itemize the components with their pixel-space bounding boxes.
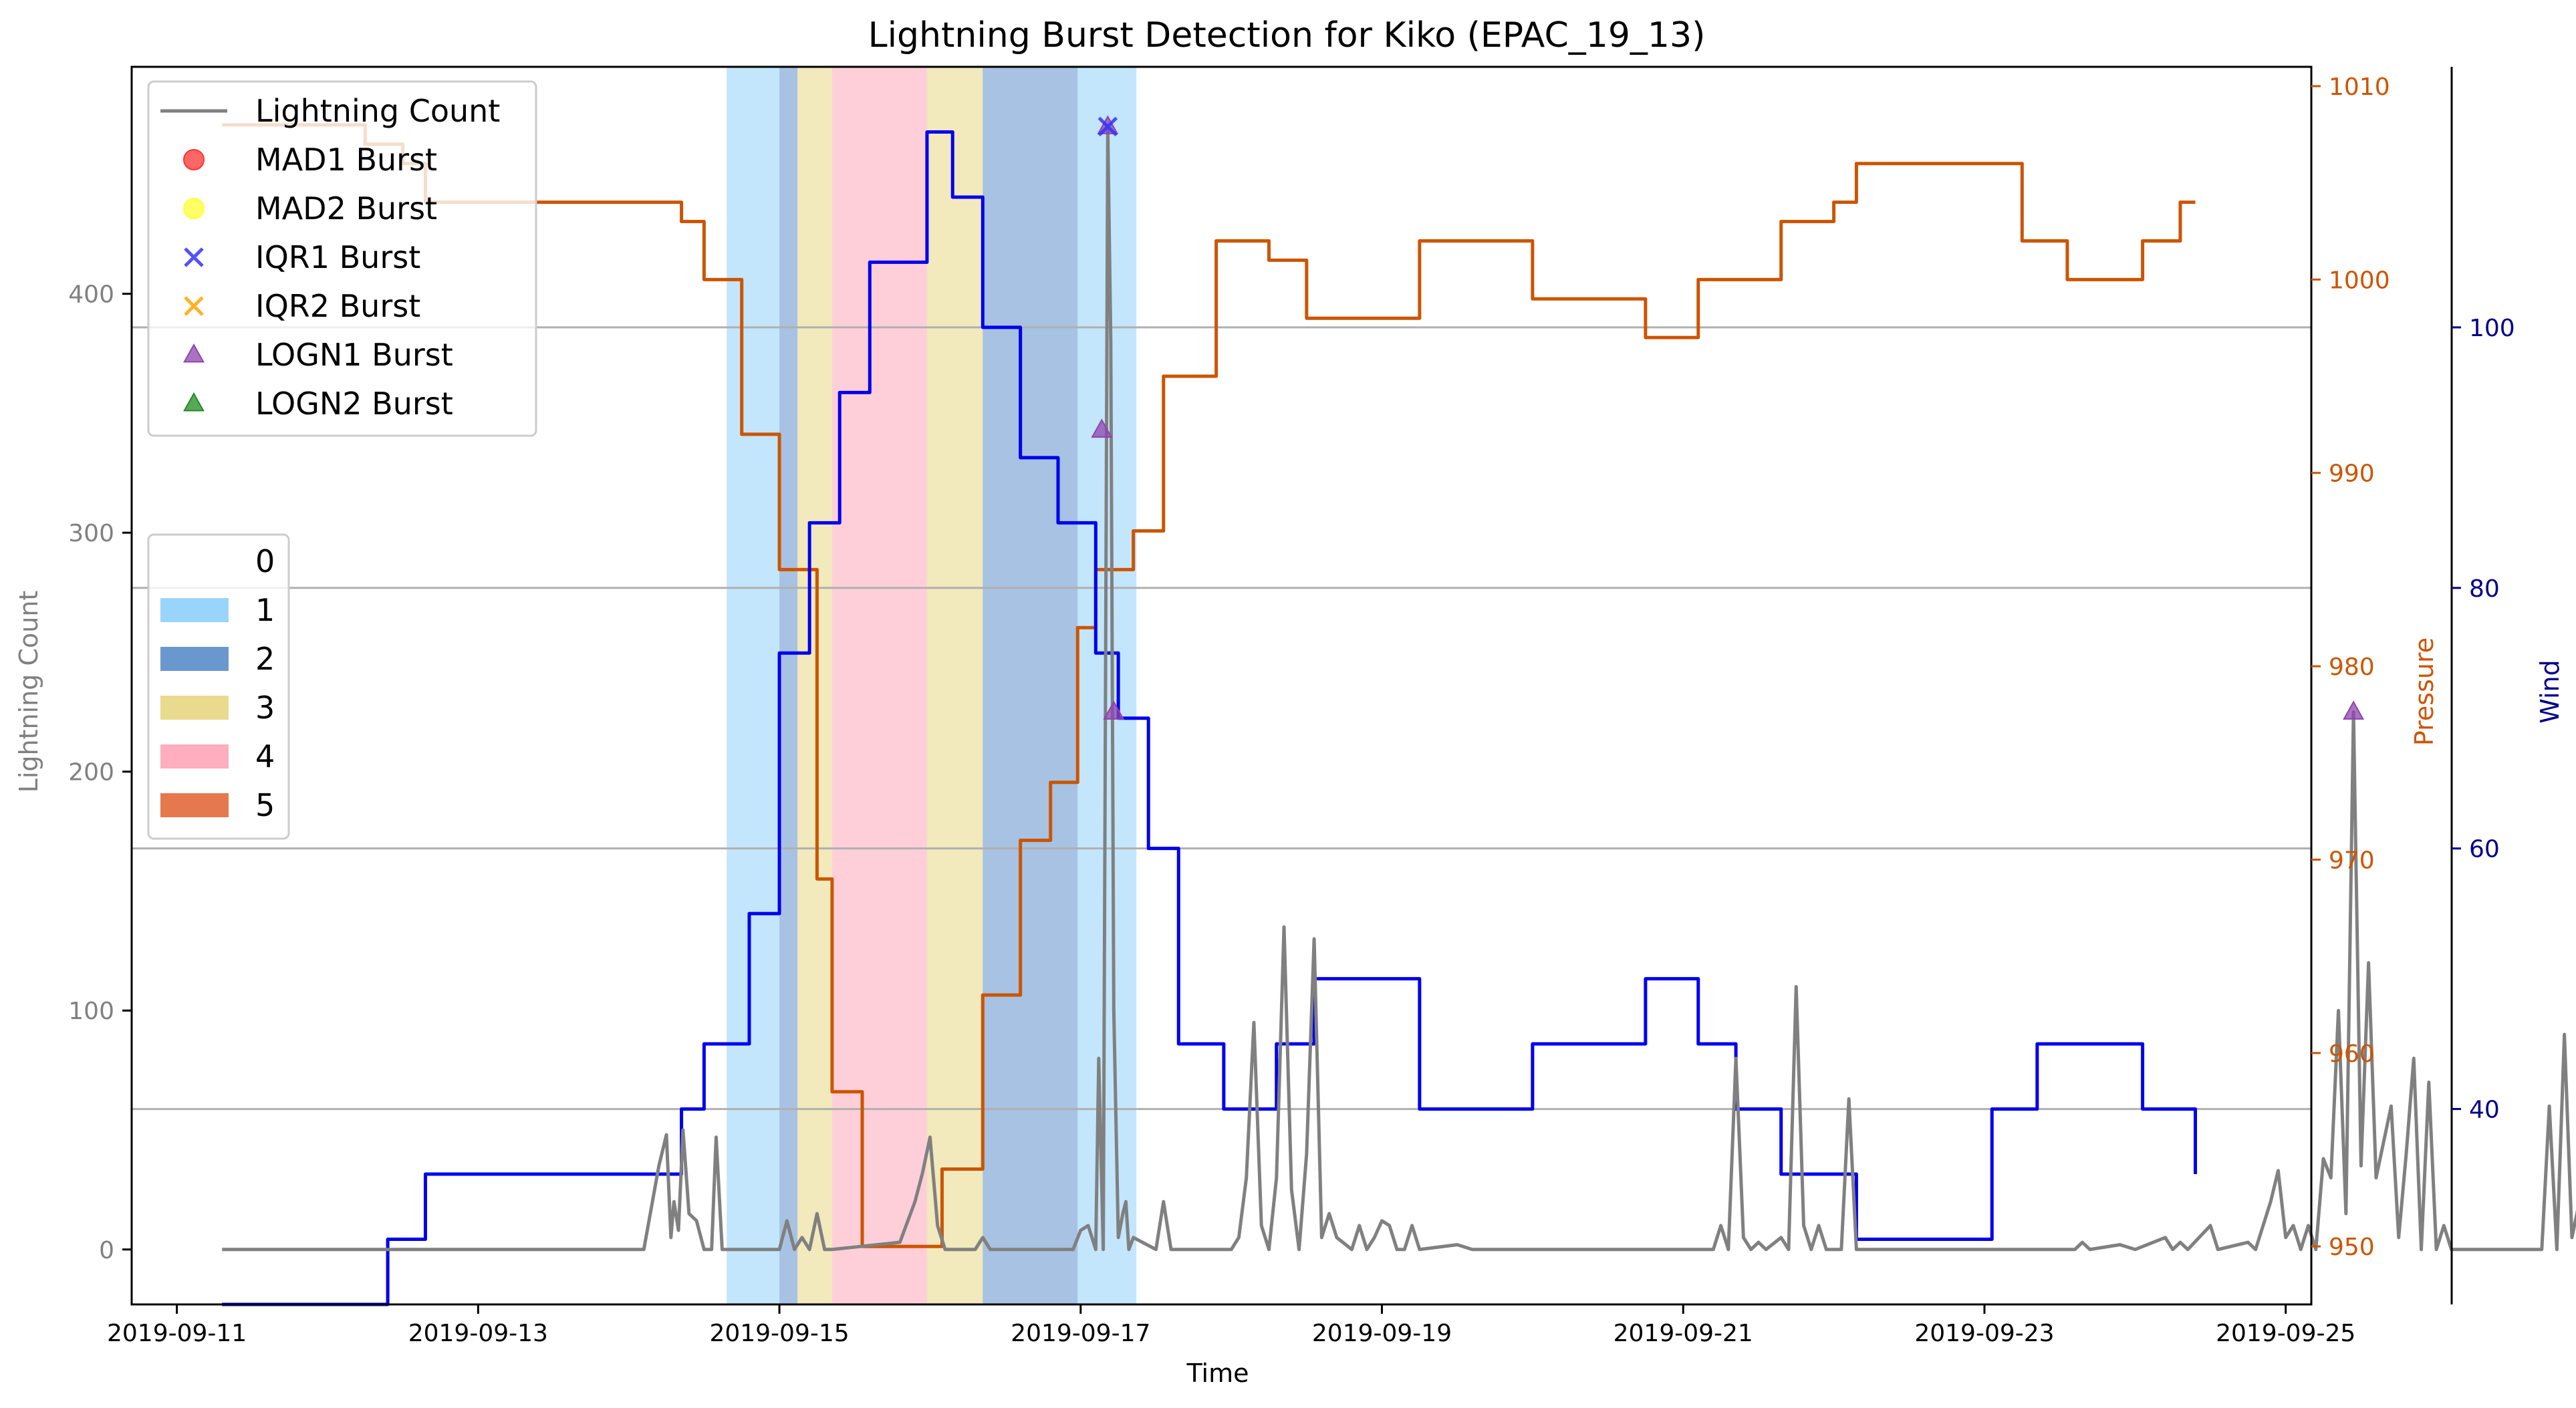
- left-tick-label: 200: [68, 759, 114, 787]
- y-axis-label-wind: Wind: [2535, 660, 2565, 724]
- left-tick-label: 300: [68, 520, 114, 547]
- pressure-tick-label: 960: [2329, 1040, 2375, 1068]
- category-span-2: [983, 67, 1078, 1304]
- legend-upper-label: LOGN1 Burst: [255, 337, 453, 373]
- x-tick-label: 2019-09-25: [2216, 1320, 2355, 1347]
- y-axis-label-pressure: Pressure: [2410, 638, 2439, 746]
- chart-title: Lightning Burst Detection for Kiko (EPAC…: [868, 15, 1706, 55]
- x-tick-label: 2019-09-23: [1914, 1320, 2054, 1347]
- wind-tick-label: 80: [2469, 575, 2500, 603]
- legend-lower-label: 3: [255, 690, 275, 726]
- x-tick-label: 2019-09-11: [107, 1320, 247, 1347]
- legend-category-swatch: [160, 744, 229, 768]
- category-span-1: [727, 67, 780, 1304]
- x-axis-label: Time: [1186, 1359, 1249, 1388]
- pressure-tick-label: 970: [2329, 847, 2375, 874]
- legend-triangle-marker: [183, 343, 205, 363]
- y-axis-label-lightning: Lightning Count: [14, 591, 43, 793]
- legend-category-swatch: [160, 696, 229, 720]
- left-tick-label: 400: [68, 281, 114, 309]
- category-span-3: [797, 67, 832, 1304]
- legend-category-swatch: [160, 793, 229, 817]
- legend-upper-label: IQR2 Burst: [255, 288, 420, 324]
- category-spans: [727, 67, 1137, 1304]
- logn1-burst-marker: [2343, 700, 2365, 720]
- left-tick-label: 0: [99, 1237, 114, 1264]
- wind-tick-label: 100: [2469, 315, 2515, 342]
- x-tick-label: 2019-09-13: [408, 1320, 548, 1347]
- burst-markers: [1091, 115, 2365, 720]
- pressure-tick-label: 990: [2329, 460, 2375, 488]
- legend-lower-label: 5: [255, 787, 275, 823]
- legend-x-marker: [184, 296, 204, 316]
- legend-upper-label: IQR1 Burst: [255, 239, 420, 275]
- legend-upper-label: LOGN2 Burst: [255, 386, 453, 422]
- series-line-lightning-count: [222, 124, 2576, 1252]
- category-span-4: [831, 67, 927, 1304]
- legend-upper-label: MAD1 Burst: [255, 142, 437, 178]
- legend-category-swatch: [160, 647, 229, 671]
- legend-x-marker: [184, 247, 204, 267]
- wind-tick-label: 40: [2469, 1097, 2500, 1124]
- x-tick-label: 2019-09-19: [1312, 1320, 1452, 1347]
- legend-categories: 0 1 2 3 4 5: [147, 533, 290, 840]
- x-tick-label: 2019-09-21: [1614, 1320, 1753, 1347]
- legend-circle-marker: [183, 198, 205, 219]
- pressure-tick-label: 980: [2329, 654, 2375, 681]
- logn1-burst-marker: [1091, 418, 1113, 438]
- legend-category-swatch: [160, 598, 229, 622]
- legend-upper-label: Lightning Count: [255, 93, 500, 129]
- legend-upper-box: [147, 80, 537, 437]
- legend-lower-label: 1: [255, 592, 275, 628]
- legend-upper-label: MAD2 Burst: [255, 190, 437, 227]
- logn1-burst-marker: [1103, 700, 1125, 720]
- axes: 2019-09-11 2019-09-13 2019-09-15 2019-09-17…: [68, 65, 2515, 1347]
- pressure-tick-label: 950: [2329, 1234, 2375, 1261]
- legend-lower-label: 2: [255, 641, 275, 677]
- legend-markers: Lightning Count MAD1 Burst MAD2 Burst IQR1 …: [147, 80, 537, 437]
- legend-triangle-marker: [183, 392, 205, 412]
- category-span-2: [779, 67, 798, 1304]
- category-span-3: [926, 67, 983, 1304]
- wind-tick-label: 60: [2469, 836, 2500, 863]
- iqr1-burst-marker: [1098, 116, 1118, 137]
- legend-lower-label: 0: [255, 543, 275, 579]
- legend-lower-label: 4: [255, 738, 275, 775]
- pressure-tick-label: 1010: [2329, 74, 2390, 101]
- legend-circle-marker: [183, 149, 205, 170]
- left-tick-label: 100: [68, 998, 114, 1025]
- x-tick-label: 2019-09-17: [1011, 1320, 1150, 1347]
- plot-frame: [130, 65, 2313, 1306]
- x-tick-label: 2019-09-15: [709, 1320, 849, 1347]
- pressure-tick-label: 1000: [2329, 267, 2390, 294]
